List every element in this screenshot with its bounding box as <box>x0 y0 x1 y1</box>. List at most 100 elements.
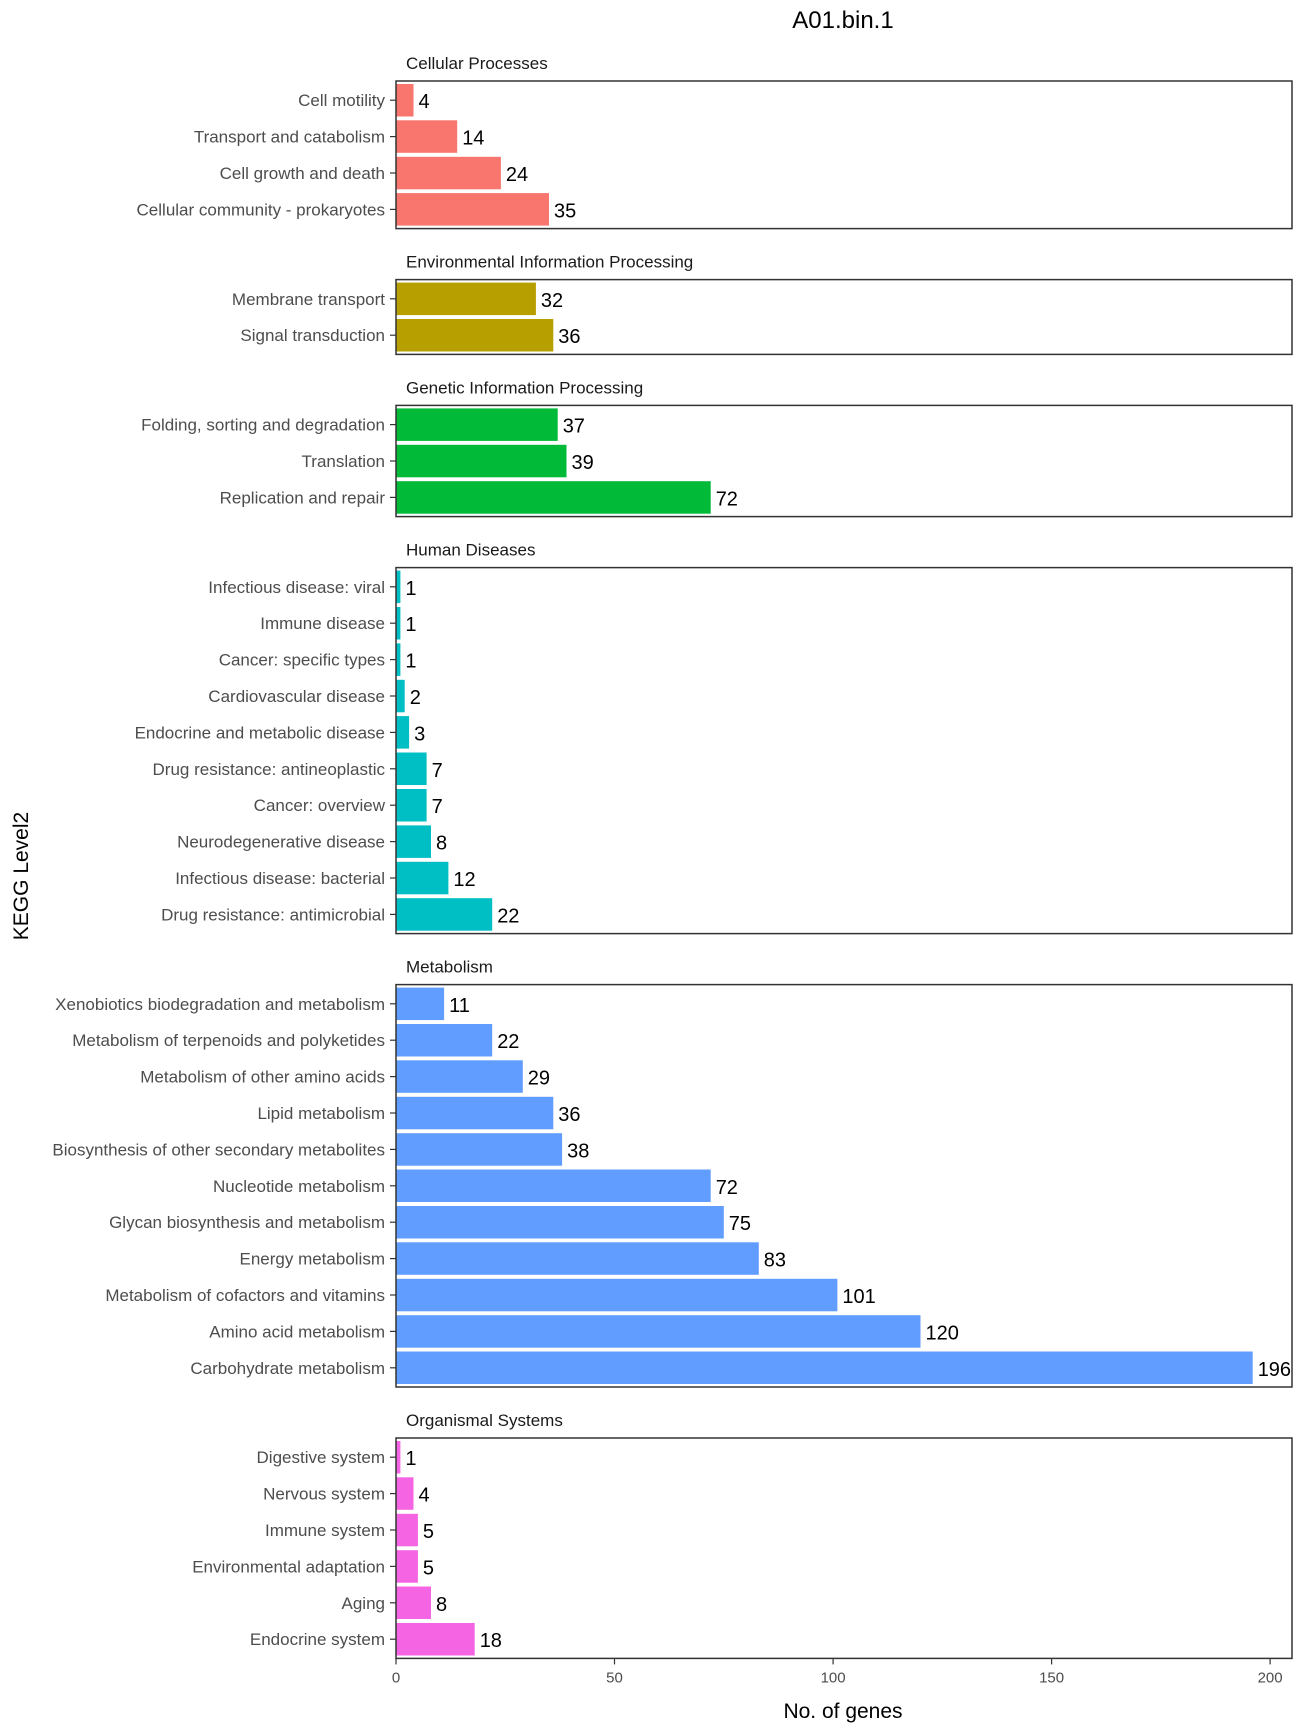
bar-endocrine-and-metabolic-disease <box>396 716 410 749</box>
facet-environmental-information-processing: Environmental Information Processing Memb… <box>232 253 1293 356</box>
value-label: 4 <box>419 91 430 113</box>
category-label: Cancer: overview <box>254 796 386 815</box>
x-axis: 0 50 100 150 200 <box>392 1658 1283 1686</box>
value-label: 72 <box>716 488 738 510</box>
panel-frame <box>395 278 1293 356</box>
bar-cancer-specific-types <box>396 643 401 676</box>
category-label: Immune system <box>265 1521 385 1540</box>
category-label: Xenobiotics biodegradation and metabolis… <box>55 995 385 1014</box>
category-label: Immune disease <box>260 614 385 633</box>
bar-metabolism-of-cofactors-and-vitamins <box>396 1278 838 1312</box>
bar-signal-transduction <box>396 319 554 352</box>
bar-nervous-system <box>396 1477 414 1510</box>
category-label: Translation <box>302 452 385 471</box>
facet-label: Environmental Information Processing <box>406 253 693 272</box>
category-label: Energy metabolism <box>239 1250 385 1269</box>
facet-label: Genetic Information Processing <box>406 378 643 397</box>
category-label: Folding, sorting and degradation <box>141 416 385 435</box>
value-label: 1 <box>405 578 416 600</box>
x-axis-title: No. of genes <box>783 1700 902 1723</box>
value-label: 5 <box>423 1557 434 1579</box>
panel-frame <box>395 1437 1293 1660</box>
facet-human-diseases: Human Diseases Infectious disease: viral 1… <box>135 541 1293 935</box>
value-label: 38 <box>567 1140 589 1162</box>
facet-panels: Cellular Processes Cell motility 4 Transpor… <box>52 54 1293 1660</box>
x-tick-label: 50 <box>606 1669 623 1686</box>
category-label: Glycan biosynthesis and metabolism <box>109 1213 385 1232</box>
value-label: 3 <box>414 723 425 745</box>
value-label: 83 <box>764 1250 786 1272</box>
value-label: 36 <box>558 1104 580 1126</box>
value-label: 36 <box>558 326 580 348</box>
chart-title: A01.bin.1 <box>792 7 893 34</box>
bar-nucleotide-metabolism <box>396 1169 711 1202</box>
value-label: 8 <box>436 1594 447 1616</box>
bar-aging <box>396 1586 431 1619</box>
bar-glycan-biosynthesis-and-metabolism <box>396 1206 724 1239</box>
category-label: Cellular community - prokaryotes <box>137 200 385 219</box>
category-label: Signal transduction <box>240 326 385 345</box>
value-label: 39 <box>572 452 594 474</box>
bar-cell-motility <box>396 84 414 117</box>
value-label: 196 <box>1258 1359 1291 1381</box>
value-label: 1 <box>405 1448 416 1470</box>
category-label: Nucleotide metabolism <box>213 1177 385 1196</box>
category-label: Digestive system <box>257 1448 385 1467</box>
bar-energy-metabolism <box>396 1242 759 1275</box>
facet-genetic-information-processing: Genetic Information Processing Folding, s… <box>141 378 1293 518</box>
panel-frame <box>395 566 1293 935</box>
category-label: Cancer: specific types <box>219 651 385 670</box>
category-label: Lipid metabolism <box>257 1104 385 1123</box>
bar-transport-and-catabolism <box>396 120 458 153</box>
x-tick-label: 0 <box>392 1669 400 1686</box>
bar-cellular-community-prokaryotes <box>396 193 549 226</box>
category-label: Environmental adaptation <box>192 1557 385 1576</box>
category-label: Infectious disease: viral <box>208 578 385 597</box>
bar-xenobiotics-biodegradation-and-metabolism <box>396 987 445 1021</box>
category-label: Aging <box>342 1594 385 1613</box>
bar-cancer-overview <box>396 789 427 822</box>
value-label: 24 <box>506 164 528 186</box>
value-label: 2 <box>410 687 421 709</box>
bar-infectious-disease-bacterial <box>396 861 449 895</box>
value-label: 11 <box>449 995 470 1017</box>
bar-drug-resistance-antimicrobial <box>396 898 493 931</box>
value-label: 7 <box>432 760 443 782</box>
bar-membrane-transport <box>396 282 536 316</box>
x-tick-label: 200 <box>1258 1669 1283 1686</box>
category-label: Biosynthesis of other secondary metaboli… <box>52 1140 385 1159</box>
bar-amino-acid-metabolism <box>396 1315 921 1348</box>
bar-infectious-disease-viral <box>396 570 401 604</box>
value-label: 18 <box>480 1630 502 1652</box>
category-label: Replication and repair <box>220 488 386 507</box>
facet-label: Metabolism <box>406 958 493 977</box>
bar-replication-and-repair <box>396 481 711 514</box>
bar-neurodegenerative-disease <box>396 825 431 858</box>
bar-translation <box>396 444 567 478</box>
value-label: 1 <box>405 614 416 636</box>
category-label: Endocrine system <box>250 1630 385 1649</box>
value-label: 35 <box>554 200 576 222</box>
category-label: Infectious disease: bacterial <box>175 869 385 888</box>
category-label: Drug resistance: antimicrobial <box>161 905 385 924</box>
panel-frame <box>395 983 1293 1388</box>
category-label: Cardiovascular disease <box>208 687 385 706</box>
y-axis-title: KEGG Level2 <box>10 812 33 940</box>
bar-cardiovascular-disease <box>396 679 405 713</box>
value-label: 32 <box>541 290 563 312</box>
value-label: 5 <box>423 1521 434 1543</box>
bar-digestive-system <box>396 1441 401 1474</box>
facet-label: Human Diseases <box>406 541 535 560</box>
category-label: Membrane transport <box>232 290 385 309</box>
value-label: 8 <box>436 833 447 855</box>
category-label: Transport and catabolism <box>194 128 385 147</box>
category-label: Endocrine and metabolic disease <box>135 723 385 742</box>
value-label: 7 <box>432 796 443 818</box>
bar-immune-disease <box>396 607 401 640</box>
bar-biosynthesis-of-other-secondary-metabolites <box>396 1133 563 1166</box>
x-tick-label: 100 <box>821 1669 846 1686</box>
value-label: 14 <box>462 128 484 150</box>
facet-label: Organismal Systems <box>406 1411 563 1430</box>
facet-cellular-processes: Cellular Processes Cell motility 4 Transpor… <box>137 54 1293 230</box>
value-label: 12 <box>453 869 475 891</box>
